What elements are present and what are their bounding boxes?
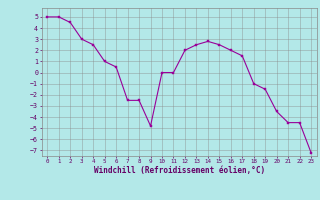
X-axis label: Windchill (Refroidissement éolien,°C): Windchill (Refroidissement éolien,°C) xyxy=(94,166,265,175)
